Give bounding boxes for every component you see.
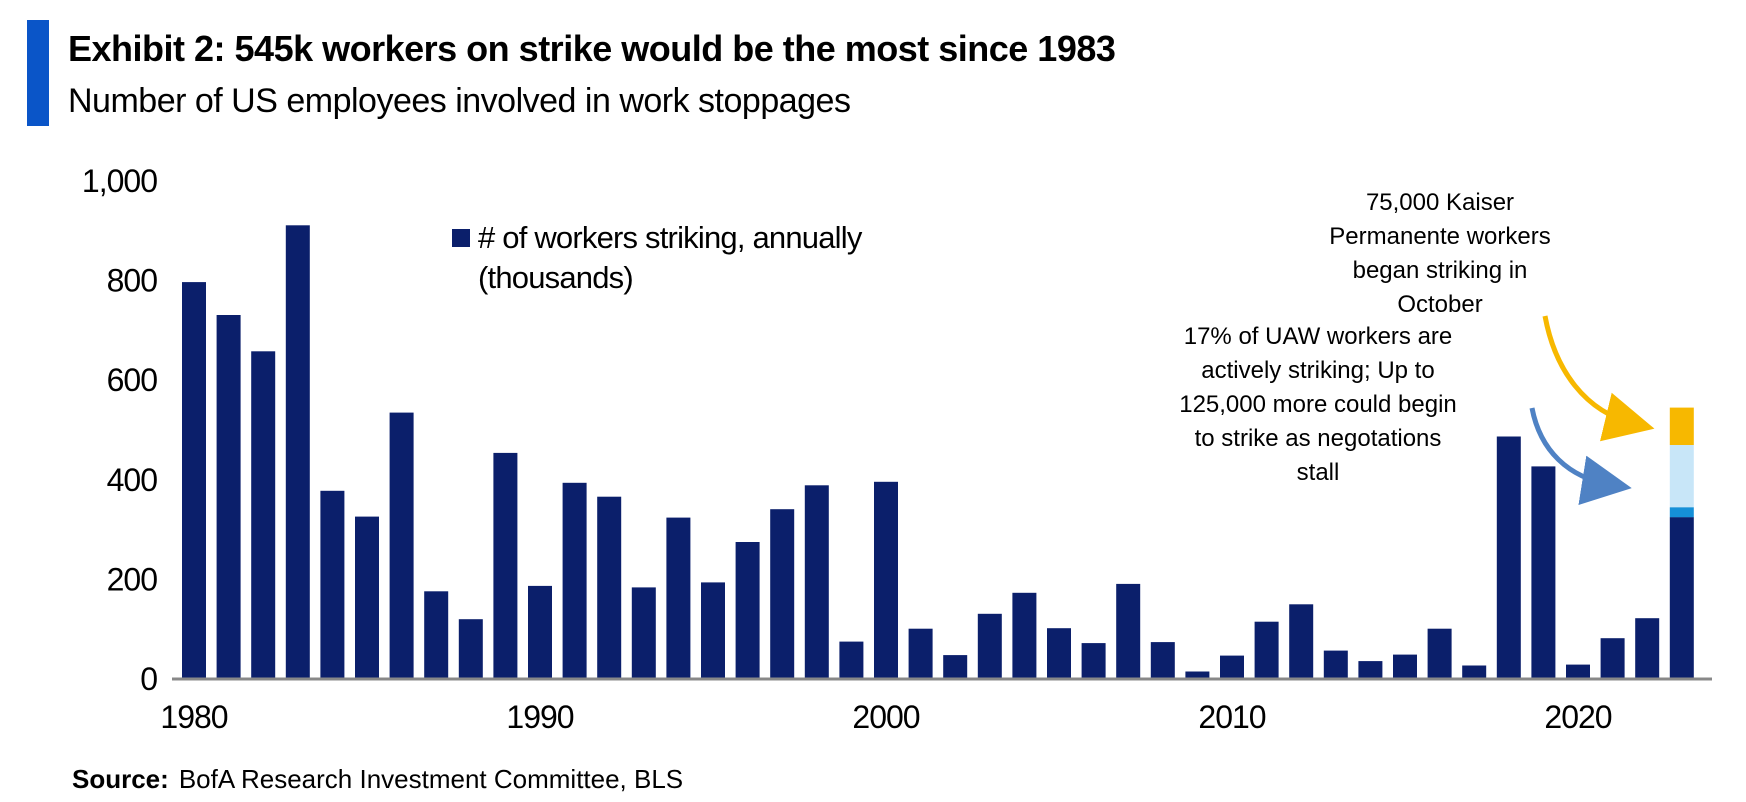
bar-1997 [770, 509, 795, 678]
bar-2014 [1358, 661, 1383, 678]
bar-2005 [1047, 628, 1071, 678]
bar-2009 [1185, 671, 1210, 678]
bar-1998 [804, 485, 829, 678]
uaw-arrow-icon [1529, 407, 1632, 505]
y-tick-label: 1,000 [82, 163, 157, 199]
legend-swatch [452, 229, 470, 247]
kaiser-arrow-icon [1542, 315, 1655, 442]
kaiser-annotation-line-3: began striking in [1353, 257, 1528, 284]
bar-1991 [562, 482, 587, 678]
y-tick-label: 600 [107, 362, 158, 398]
bar-2018 [1496, 436, 1521, 678]
y-tick-label: 800 [107, 263, 158, 299]
x-tick-label: 1990 [506, 699, 573, 735]
y-tick-label: 200 [107, 561, 158, 597]
bar-1990 [528, 585, 552, 678]
bar-2017 [1462, 665, 1487, 678]
bar-1988 [458, 619, 483, 678]
title-accent-bar [27, 20, 49, 126]
bar-2016 [1427, 628, 1452, 678]
bar-1987 [424, 591, 449, 678]
bar-2004 [1012, 592, 1037, 678]
bar-1994 [666, 517, 691, 678]
bar-1999 [839, 641, 864, 678]
bar-2007 [1116, 583, 1141, 678]
bar-2008 [1150, 642, 1175, 678]
x-tick-label: 2020 [1544, 699, 1611, 735]
bar-2023 [1669, 517, 1694, 678]
bar-1985 [355, 516, 379, 678]
bar-2015 [1393, 654, 1417, 678]
bar-2010 [1220, 655, 1244, 678]
bar-2020 [1566, 664, 1590, 678]
bar-1982 [251, 351, 276, 678]
y-tick-label: 0 [140, 661, 157, 697]
bar-2011 [1254, 621, 1279, 678]
uaw-annotation: 17% of UAW workers are actively striking… [1179, 323, 1457, 486]
bar-1984 [320, 490, 345, 678]
bar-1995 [701, 582, 725, 678]
bar-2002 [943, 655, 968, 678]
kaiser-annotation-line-1: 75,000 Kaiser [1366, 189, 1514, 216]
bar-2003 [977, 613, 1002, 678]
bar-2023-kaiser [1669, 407, 1694, 445]
bar-1983 [285, 225, 310, 679]
kaiser-annotation: 75,000 Kaiser Permanente workers began s… [1329, 189, 1550, 318]
bar-2023-uaw-potential [1669, 444, 1694, 508]
uaw-annotation-line-5: stall [1297, 459, 1340, 486]
bar-2021 [1600, 638, 1625, 678]
kaiser-annotation-line-2: Permanente workers [1329, 223, 1550, 250]
uaw-annotation-line-3: 125,000 more could begin [1179, 391, 1457, 418]
bar-1992 [597, 496, 622, 678]
bar-1986 [389, 412, 414, 678]
bar-1981 [216, 315, 241, 678]
bar-1993 [631, 587, 656, 678]
legend: # of workers striking, annually (thousan… [452, 220, 864, 295]
source-note: Source: BofA Research Investment Committe… [72, 764, 683, 795]
bar-2023-uaw-striking [1669, 507, 1694, 518]
x-tick-label: 2000 [852, 699, 919, 735]
x-tick-label: 2010 [1198, 699, 1265, 735]
chart-title: Exhibit 2: 545k workers on strike would … [68, 28, 1116, 69]
chart-subtitle: Number of US employees involved in work … [68, 82, 851, 120]
kaiser-annotation-line-4: October [1397, 291, 1482, 318]
bar-2013 [1323, 650, 1348, 678]
bar-1996 [735, 542, 760, 678]
bar-2019 [1531, 466, 1556, 678]
bar-1980 [182, 282, 206, 678]
x-tick-label: 1980 [160, 699, 227, 735]
uaw-annotation-line-1: 17% of UAW workers are [1184, 323, 1453, 350]
y-tick-label: 400 [107, 462, 158, 498]
legend-label-line-1: # of workers striking, annually [478, 220, 863, 255]
uaw-annotation-line-2: actively striking; Up to [1201, 357, 1434, 384]
uaw-annotation-line-4: to strike as negotations [1195, 425, 1442, 452]
bar-2022 [1635, 618, 1660, 678]
legend-label-line-2: (thousands) [478, 260, 633, 295]
bar-1989 [493, 452, 518, 678]
bar-2001 [908, 628, 933, 678]
bar-2006 [1081, 643, 1106, 678]
bar-2012 [1289, 604, 1314, 678]
source-text: BofA Research Investment Committee, BLS [178, 764, 684, 794]
source-label: Source: [72, 764, 169, 794]
bar-2000 [874, 481, 898, 678]
